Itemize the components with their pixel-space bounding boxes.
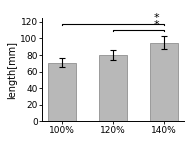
Y-axis label: length[mm]: length[mm] [8,41,18,99]
Text: *: * [153,20,159,30]
Text: *: * [153,13,159,23]
Bar [99,55,127,121]
Bar [48,62,76,121]
Bar [150,43,178,121]
